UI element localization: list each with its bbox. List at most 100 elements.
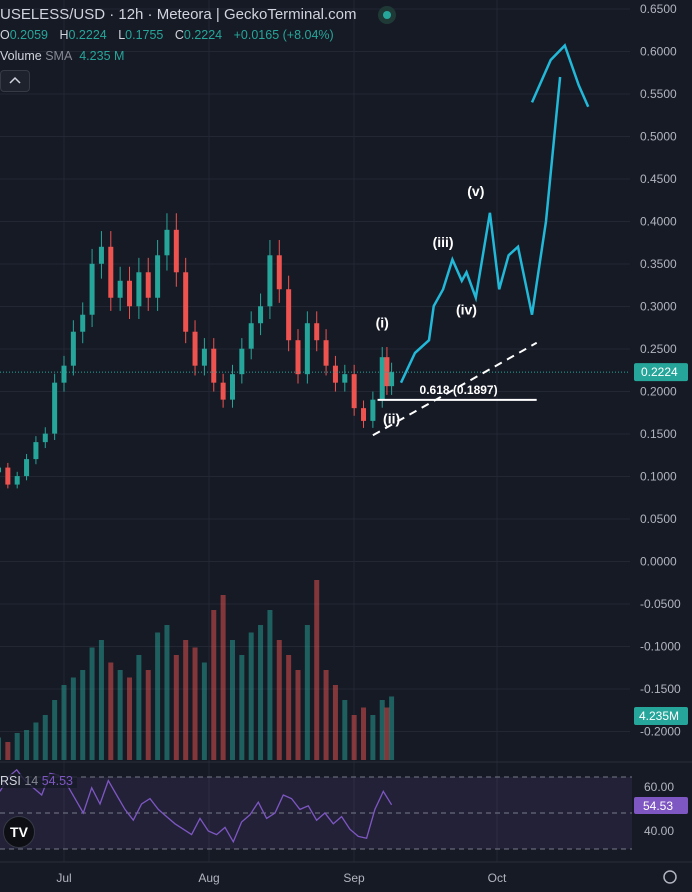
candle [136,272,142,307]
candle [286,289,292,341]
volume-bar [314,580,320,760]
candle [239,348,245,375]
candle [33,442,39,460]
volume-bar [258,625,264,760]
candle [70,331,76,366]
volume-bar [361,707,367,760]
y-tick-label: -0.1500 [640,682,681,696]
candle [295,340,301,375]
candle [0,467,1,473]
candle [52,382,58,434]
volume-bar [220,595,226,760]
volume-bar [384,707,390,760]
candle [201,348,207,366]
y-tick-label: 0.4500 [640,172,677,186]
volume-bar [52,700,58,760]
gear-icon[interactable] [663,870,677,884]
candle [61,365,67,383]
volume-bar [155,632,161,760]
candle [220,382,226,400]
ohlc-legend: O0.2059 H0.2224 L0.1755 C0.2224 +0.0165 … [0,28,342,42]
volume-label: Volume [0,49,42,63]
candle [173,229,179,273]
low-value: 0.1755 [125,28,164,42]
collapse-legend-button[interactable] [0,70,30,92]
wave-label: (i) [376,314,389,330]
volume-bar [0,737,1,760]
volume-bar [117,670,123,760]
fib-label: 0.618 (0.1897) [420,383,498,397]
x-tick-label: Sep [343,871,365,885]
volume-bar [42,715,48,760]
volume-bar [379,700,385,760]
y-tick-label: 0.0000 [640,555,677,569]
candle [155,255,161,298]
volume-legend[interactable]: Volume SMA 4.235 M [0,49,124,63]
volume-bar [136,655,142,760]
elliott-wave-path [399,76,562,384]
volume-bar [267,610,273,760]
candle [98,246,104,264]
close-value: 0.2224 [183,28,223,42]
x-tick-label: Jul [56,871,71,885]
candle [108,246,114,298]
rsi-tick-label: 60.00 [644,780,674,794]
volume-bar [5,742,11,760]
elliott-wave-path-2 [530,43,590,108]
candle [304,323,310,375]
volume-bar [323,670,329,760]
rsi-legend[interactable]: RSI 14 54.53 [0,774,77,788]
tradingview-logo[interactable]: TV [3,816,35,848]
candle [361,408,367,421]
candle [351,374,357,409]
volume-bar [24,730,30,760]
rsi-value-badge [634,797,688,814]
candle [145,272,151,298]
volume-bar [239,655,245,760]
y-tick-label: -0.2000 [640,725,681,739]
candle [89,263,95,315]
change-value: +0.0165 (+8.04%) [233,28,334,42]
y-tick-label: -0.0500 [640,597,681,611]
candle [248,323,254,349]
y-tick-label: 0.3000 [640,300,677,314]
candle [332,365,338,383]
wave-label: (iii) [433,234,454,250]
live-dot-icon [378,6,396,24]
volume-bar [295,670,301,760]
candle [183,272,189,332]
volume-bar [89,647,95,760]
y-tick-label: 0.5000 [640,130,677,144]
volume-bar [276,640,282,760]
volume-bar [98,640,104,760]
volume-bar [173,655,179,760]
y-tick-label: -0.1000 [640,640,681,654]
volume-bar [389,696,395,760]
candle [384,357,390,387]
rsi-label: RSI [0,774,21,788]
y-tick-label: 0.5500 [640,87,677,101]
candle [229,374,235,400]
rsi-period: 14 [24,774,39,788]
close-label: C [174,28,184,42]
candle [342,374,348,383]
wave-label: (v) [467,183,484,199]
last-price-badge [634,363,688,382]
rsi-value: 54.53 [41,774,73,788]
open-label: O [0,28,10,42]
open-value: 0.2059 [9,28,48,42]
volume-bar [192,647,198,760]
candle [314,323,320,341]
volume-bar [304,625,310,760]
candle [276,255,282,290]
candle [258,306,264,324]
candle [211,348,217,383]
volume-bar [61,685,67,760]
candle [323,340,329,366]
candle [14,476,20,485]
volume-bar [201,662,207,760]
candle [80,314,86,332]
y-tick-label: 0.2500 [640,342,677,356]
candle [379,357,385,400]
